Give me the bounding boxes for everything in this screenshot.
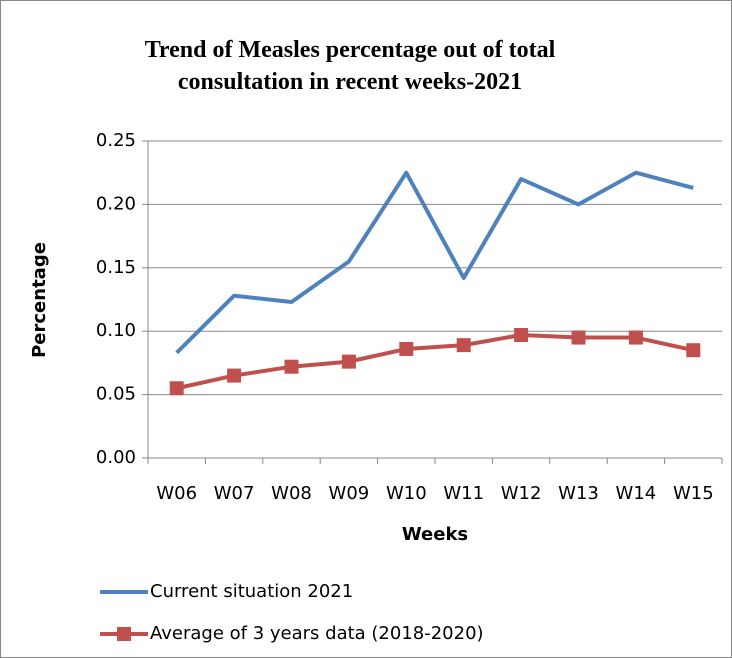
series-line	[176, 333, 694, 391]
y-tick-label: 0.20	[96, 193, 136, 214]
series-marker	[571, 330, 586, 345]
x-tick-label: W09	[329, 483, 370, 504]
x-tick-label: W08	[271, 483, 312, 504]
series-marker	[399, 341, 414, 356]
series-line	[175, 170, 694, 355]
x-tick-label: W13	[558, 483, 599, 504]
y-axis-label: Percentage	[29, 242, 50, 358]
y-tick-label: 0.10	[96, 320, 136, 341]
x-tick-label: W12	[501, 483, 542, 504]
series-marker	[456, 338, 471, 353]
legend-marker	[117, 627, 131, 641]
x-axis-label: Weeks	[402, 524, 468, 545]
series-marker	[284, 359, 299, 374]
x-tick-label: W15	[673, 483, 714, 504]
y-tick-label: 0.15	[96, 257, 136, 278]
x-tick-label: W07	[214, 483, 255, 504]
y-tick-label: 0.25	[96, 130, 136, 151]
legend-label: Average of 3 years data (2018-2020)	[150, 623, 484, 644]
series-marker	[514, 328, 529, 343]
series-marker	[169, 381, 184, 396]
y-tick-label: 0.00	[96, 447, 136, 468]
series-marker	[686, 343, 701, 358]
x-tick-label: W14	[616, 483, 657, 504]
series-marker	[341, 354, 356, 369]
series-marker	[628, 330, 643, 345]
x-tick-label: W11	[443, 483, 484, 504]
series-marker	[227, 368, 242, 383]
x-tick-label: W06	[156, 483, 197, 504]
legend-label: Current situation 2021	[150, 581, 353, 602]
chart-title: Trend of Measles percentage out of total…	[144, 37, 556, 95]
y-tick-label: 0.05	[96, 384, 136, 405]
x-tick-label: W10	[386, 483, 427, 504]
